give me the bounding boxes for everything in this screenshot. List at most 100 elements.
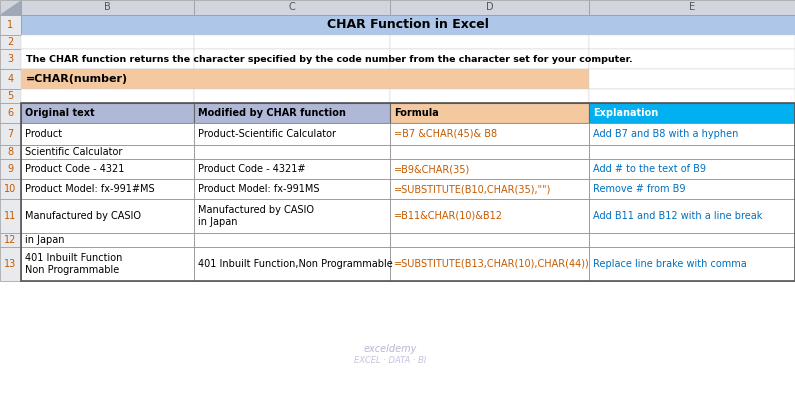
Text: 3: 3: [7, 54, 14, 64]
Bar: [390, 103, 589, 123]
Text: 5: 5: [7, 91, 14, 101]
Bar: [194, 247, 390, 281]
Text: in Japan: in Japan: [25, 235, 64, 245]
Text: 10: 10: [5, 184, 17, 194]
Text: EXCEL · DATA · BI: EXCEL · DATA · BI: [354, 356, 426, 365]
Polygon shape: [1, 1, 20, 14]
Bar: [0, 247, 21, 281]
Text: Remove # from B9: Remove # from B9: [593, 184, 685, 194]
Bar: [0, 159, 21, 179]
Bar: [390, 145, 589, 159]
Bar: [21, 35, 194, 49]
Bar: [21, 49, 194, 69]
Bar: [0, 49, 21, 69]
Bar: [390, 123, 589, 145]
Bar: [0, 145, 21, 159]
Bar: [589, 123, 795, 145]
Text: E: E: [689, 2, 695, 12]
Bar: [390, 89, 589, 103]
Text: =B7 &CHAR(45)& B8: =B7 &CHAR(45)& B8: [394, 129, 497, 139]
Text: 9: 9: [7, 164, 14, 174]
Bar: [589, 49, 795, 69]
Bar: [194, 233, 390, 247]
Bar: [21, 15, 795, 35]
Text: B: B: [104, 2, 111, 12]
Bar: [0, 233, 21, 247]
Text: Explanation: Explanation: [593, 108, 658, 118]
Bar: [0, 15, 21, 35]
Bar: [589, 159, 795, 179]
Bar: [194, 179, 390, 199]
Bar: [390, 233, 589, 247]
Bar: [21, 199, 194, 233]
Bar: [390, 0, 589, 15]
Bar: [0, 199, 21, 233]
Bar: [21, 145, 194, 159]
Text: 2: 2: [7, 37, 14, 47]
Bar: [194, 159, 390, 179]
Bar: [0, 103, 21, 123]
Bar: [21, 247, 194, 281]
Text: =SUBSTITUTE(B13,CHAR(10),CHAR(44)): =SUBSTITUTE(B13,CHAR(10),CHAR(44)): [394, 259, 590, 269]
Text: 8: 8: [7, 147, 14, 157]
Bar: [21, 103, 194, 123]
Bar: [194, 49, 390, 69]
Text: 401 Inbuilt Function,Non Programmable: 401 Inbuilt Function,Non Programmable: [198, 259, 393, 269]
Bar: [589, 0, 795, 15]
Text: Manufactured by CASIO
in Japan: Manufactured by CASIO in Japan: [198, 205, 314, 227]
Bar: [194, 35, 390, 49]
Text: Replace line brake with comma: Replace line brake with comma: [593, 259, 747, 269]
Text: Original text: Original text: [25, 108, 95, 118]
Bar: [21, 233, 194, 247]
Bar: [21, 159, 194, 179]
Text: =SUBSTITUTE(B10,CHAR(35),""): =SUBSTITUTE(B10,CHAR(35),""): [394, 184, 552, 194]
Text: Product Model: fx-991MS: Product Model: fx-991MS: [198, 184, 320, 194]
Text: 11: 11: [5, 211, 17, 221]
Bar: [21, 69, 589, 89]
Bar: [194, 0, 390, 15]
Text: C: C: [289, 2, 296, 12]
Bar: [0, 35, 21, 49]
Bar: [589, 233, 795, 247]
Bar: [21, 123, 194, 145]
Text: 4: 4: [7, 74, 14, 84]
Text: exceldemy: exceldemy: [363, 344, 417, 354]
Bar: [390, 35, 589, 49]
Bar: [589, 247, 795, 281]
Text: =B9&CHAR(35): =B9&CHAR(35): [394, 164, 471, 174]
Bar: [0, 0, 21, 15]
Text: Scientific Calculator: Scientific Calculator: [25, 147, 122, 157]
Text: The CHAR function returns the character specified by the code number from the ch: The CHAR function returns the character …: [26, 54, 633, 64]
Bar: [21, 103, 795, 281]
Bar: [0, 123, 21, 145]
Bar: [194, 123, 390, 145]
Bar: [589, 145, 795, 159]
Bar: [589, 35, 795, 49]
Bar: [0, 179, 21, 199]
Bar: [589, 179, 795, 199]
Text: Product: Product: [25, 129, 62, 139]
Bar: [21, 89, 194, 103]
Text: CHAR Function in Excel: CHAR Function in Excel: [327, 18, 489, 32]
Bar: [0, 89, 21, 103]
Text: 6: 6: [7, 108, 14, 118]
Bar: [390, 159, 589, 179]
Bar: [589, 103, 795, 123]
Text: D: D: [486, 2, 494, 12]
Bar: [589, 69, 795, 89]
Bar: [194, 103, 390, 123]
Bar: [390, 49, 589, 69]
Bar: [21, 179, 194, 199]
Bar: [194, 145, 390, 159]
Text: =CHAR(number): =CHAR(number): [26, 74, 128, 84]
Bar: [390, 247, 589, 281]
Bar: [21, 0, 194, 15]
Text: 401 Inbuilt Function
Non Programmable: 401 Inbuilt Function Non Programmable: [25, 253, 122, 275]
Text: Formula: Formula: [394, 108, 439, 118]
Text: Add # to the text of B9: Add # to the text of B9: [593, 164, 706, 174]
Text: Product Code - 4321: Product Code - 4321: [25, 164, 124, 174]
Text: Manufactured by CASIO: Manufactured by CASIO: [25, 211, 141, 221]
Text: Product Code - 4321#: Product Code - 4321#: [198, 164, 305, 174]
Bar: [589, 89, 795, 103]
Bar: [194, 89, 390, 103]
